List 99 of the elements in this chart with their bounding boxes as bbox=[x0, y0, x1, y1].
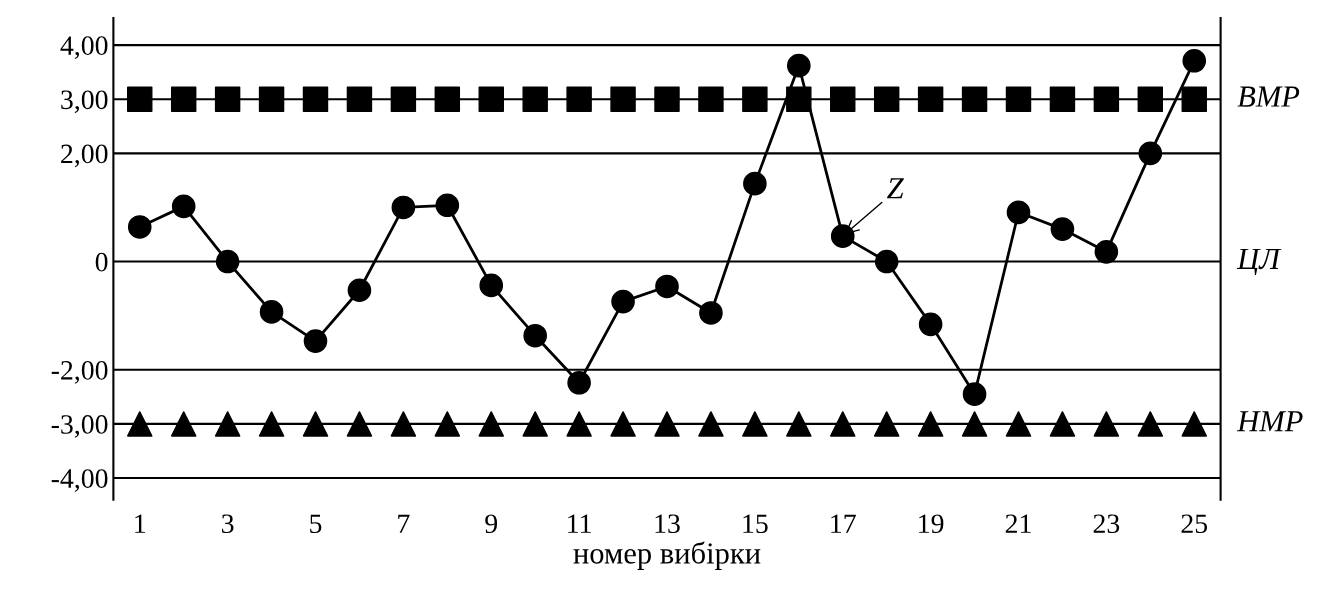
point bbox=[127, 215, 152, 239]
point bbox=[786, 411, 812, 437]
point bbox=[610, 411, 636, 437]
point bbox=[522, 86, 548, 112]
point bbox=[127, 411, 153, 437]
point bbox=[390, 411, 417, 437]
x-axis-title: номер вибірки bbox=[573, 541, 761, 570]
point bbox=[787, 53, 811, 78]
x-tick-label: 1 bbox=[135, 514, 146, 533]
annotation: Z bbox=[887, 178, 904, 199]
y-tick-label: 2,00 bbox=[61, 144, 108, 168]
point bbox=[346, 411, 373, 437]
point bbox=[434, 86, 461, 112]
point bbox=[874, 249, 899, 274]
point bbox=[1181, 86, 1207, 112]
point bbox=[567, 370, 591, 395]
x-tick-label: 9 bbox=[485, 514, 498, 534]
point bbox=[873, 411, 900, 437]
x-tick-label: 11 bbox=[568, 514, 591, 533]
point bbox=[830, 224, 855, 248]
y-tick-label: 3,00 bbox=[61, 90, 108, 114]
point bbox=[743, 171, 767, 196]
point bbox=[127, 86, 153, 112]
point bbox=[347, 278, 372, 303]
ref-line-label: ЦЛ bbox=[1236, 248, 1282, 276]
point bbox=[258, 86, 285, 112]
point bbox=[742, 86, 768, 112]
x-tick-label: 21 bbox=[1005, 514, 1031, 533]
point bbox=[1094, 240, 1119, 264]
point bbox=[259, 300, 284, 324]
point bbox=[346, 86, 373, 112]
point bbox=[1137, 86, 1164, 112]
point bbox=[830, 411, 856, 437]
point bbox=[698, 86, 724, 112]
point bbox=[917, 86, 944, 112]
point bbox=[1093, 411, 1120, 437]
point bbox=[961, 86, 988, 112]
point bbox=[523, 323, 547, 348]
point bbox=[391, 195, 416, 220]
x-tick-label: 13 bbox=[655, 514, 680, 534]
point bbox=[699, 301, 723, 325]
point bbox=[1049, 86, 1076, 112]
point bbox=[170, 86, 197, 112]
point bbox=[303, 329, 328, 353]
point bbox=[215, 249, 240, 274]
point bbox=[566, 411, 592, 437]
point bbox=[566, 86, 592, 112]
x-tick-label: 25 bbox=[1181, 514, 1208, 534]
point bbox=[214, 411, 241, 437]
point bbox=[435, 193, 460, 218]
x-tick-label: 23 bbox=[1093, 514, 1120, 534]
x-tick-label: 5 bbox=[310, 514, 322, 534]
point bbox=[1182, 49, 1207, 73]
point bbox=[1093, 86, 1120, 112]
point bbox=[962, 382, 987, 406]
point bbox=[214, 86, 241, 112]
point bbox=[655, 274, 679, 299]
point bbox=[654, 86, 680, 112]
y-tick-label: 0 bbox=[95, 252, 108, 272]
point bbox=[171, 194, 196, 219]
ref-line-label: ВМР bbox=[1237, 86, 1300, 107]
x-tick-label: 17 bbox=[831, 514, 856, 533]
y-tick-label: -3,00 bbox=[51, 415, 108, 438]
x-tick-label: 7 bbox=[398, 514, 410, 533]
point bbox=[170, 411, 197, 437]
y-tick-label: -2,00 bbox=[51, 360, 108, 384]
point bbox=[917, 411, 944, 437]
point bbox=[434, 411, 461, 437]
point bbox=[479, 273, 504, 298]
point bbox=[742, 411, 768, 437]
point bbox=[522, 411, 548, 437]
x-tick-label: 15 bbox=[743, 514, 768, 534]
y-tick-label: -4,00 bbox=[51, 469, 108, 492]
point bbox=[611, 289, 635, 314]
point bbox=[1006, 200, 1031, 225]
point bbox=[654, 411, 680, 437]
point bbox=[610, 86, 636, 112]
point bbox=[1181, 411, 1207, 437]
point bbox=[258, 411, 285, 437]
point bbox=[873, 86, 900, 112]
point bbox=[918, 312, 943, 337]
x-tick-label: 3 bbox=[222, 514, 234, 534]
point bbox=[830, 86, 856, 112]
point bbox=[302, 411, 329, 437]
point bbox=[1138, 141, 1163, 166]
point bbox=[478, 411, 504, 437]
point bbox=[1005, 86, 1032, 112]
point bbox=[698, 411, 724, 437]
point bbox=[1137, 411, 1164, 437]
point bbox=[478, 86, 504, 112]
ref-line-label: НМР bbox=[1236, 411, 1303, 432]
point bbox=[302, 86, 329, 112]
point bbox=[390, 86, 417, 112]
y-tick-label: 4,00 bbox=[60, 36, 108, 60]
x-tick-label: 19 bbox=[919, 514, 944, 534]
point bbox=[1050, 217, 1075, 241]
point bbox=[1005, 411, 1032, 437]
point bbox=[961, 411, 988, 437]
point bbox=[1049, 411, 1076, 437]
